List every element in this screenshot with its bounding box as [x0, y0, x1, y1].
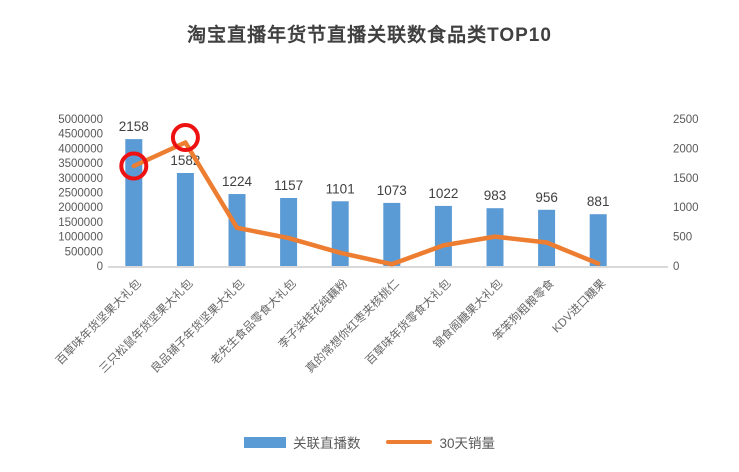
category-label: 三只松鼠年货坚果大礼包	[96, 276, 196, 376]
right-axis-tick: 2000	[673, 143, 699, 155]
category-label: 百草味年货坚果大礼包	[53, 276, 145, 368]
legend-item-bar-series: 关联直播数	[243, 432, 361, 452]
line-series-swatch-icon	[386, 440, 433, 444]
bar	[589, 214, 607, 266]
bar	[176, 172, 194, 266]
legend-label-line-series: 30天销量	[439, 436, 496, 451]
right-axis-tick: 1500	[673, 173, 699, 185]
right-axis-tick: 2500	[673, 114, 699, 126]
bar-value-label: 1022	[428, 186, 458, 201]
left-axis-tick: 4000000	[58, 143, 103, 155]
left-axis-tick: 3000000	[58, 173, 103, 185]
category-label: 真的常想你红枣夹核桃仁	[303, 276, 402, 375]
category-label: KDV进口糖果	[549, 276, 608, 335]
sales-line	[131, 140, 601, 267]
bar-value-label: 1101	[326, 181, 355, 196]
bar-value-label: 983	[484, 188, 507, 203]
bar-value-label: 881	[587, 194, 610, 209]
left-axis-tick: 2000000	[58, 202, 103, 214]
bar	[383, 202, 401, 266]
bar-series-swatch-icon	[243, 436, 286, 448]
left-axis-tick: 500000	[65, 246, 103, 258]
left-axis-tick: 4500000	[58, 129, 103, 141]
left-axis-tick: 1000000	[58, 232, 103, 244]
bar-value-label: 956	[535, 190, 558, 205]
right-axis-tick: 0	[673, 261, 679, 273]
chart-title: 淘宝直播年货节直播关联数食品类TOP10	[187, 25, 552, 46]
bar	[125, 139, 143, 266]
bar-value-label: 1224	[222, 174, 253, 189]
category-label: 老先生食品零食大礼包	[208, 276, 300, 368]
legend: 关联直播数 30天销量	[0, 430, 739, 454]
category-label: 百草味年货零食大礼包	[362, 276, 454, 368]
bar	[538, 209, 556, 266]
left-axis-tick: 5000000	[58, 114, 103, 126]
bar-value-label: 1073	[377, 183, 407, 198]
bar-value-label: 1157	[274, 178, 303, 193]
highlight-circle-icon	[119, 151, 149, 181]
right-axis-tick: 500	[673, 232, 692, 244]
right-axis-tick: 1000	[673, 202, 699, 214]
legend-item-line-series: 30天销量	[386, 432, 495, 452]
legend-label-bar-series: 关联直播数	[292, 436, 361, 451]
bar	[280, 197, 298, 266]
category-label: 良品铺子年货坚果大礼包	[148, 276, 248, 376]
left-axis-tick: 0	[97, 261, 103, 273]
bar-value-label: 2158	[119, 119, 149, 134]
left-axis-tick: 3500000	[58, 158, 103, 170]
left-axis-tick: 1500000	[58, 217, 103, 229]
bar	[434, 205, 452, 266]
left-axis-tick: 2500000	[58, 188, 103, 200]
highlight-circle-icon	[170, 123, 200, 153]
